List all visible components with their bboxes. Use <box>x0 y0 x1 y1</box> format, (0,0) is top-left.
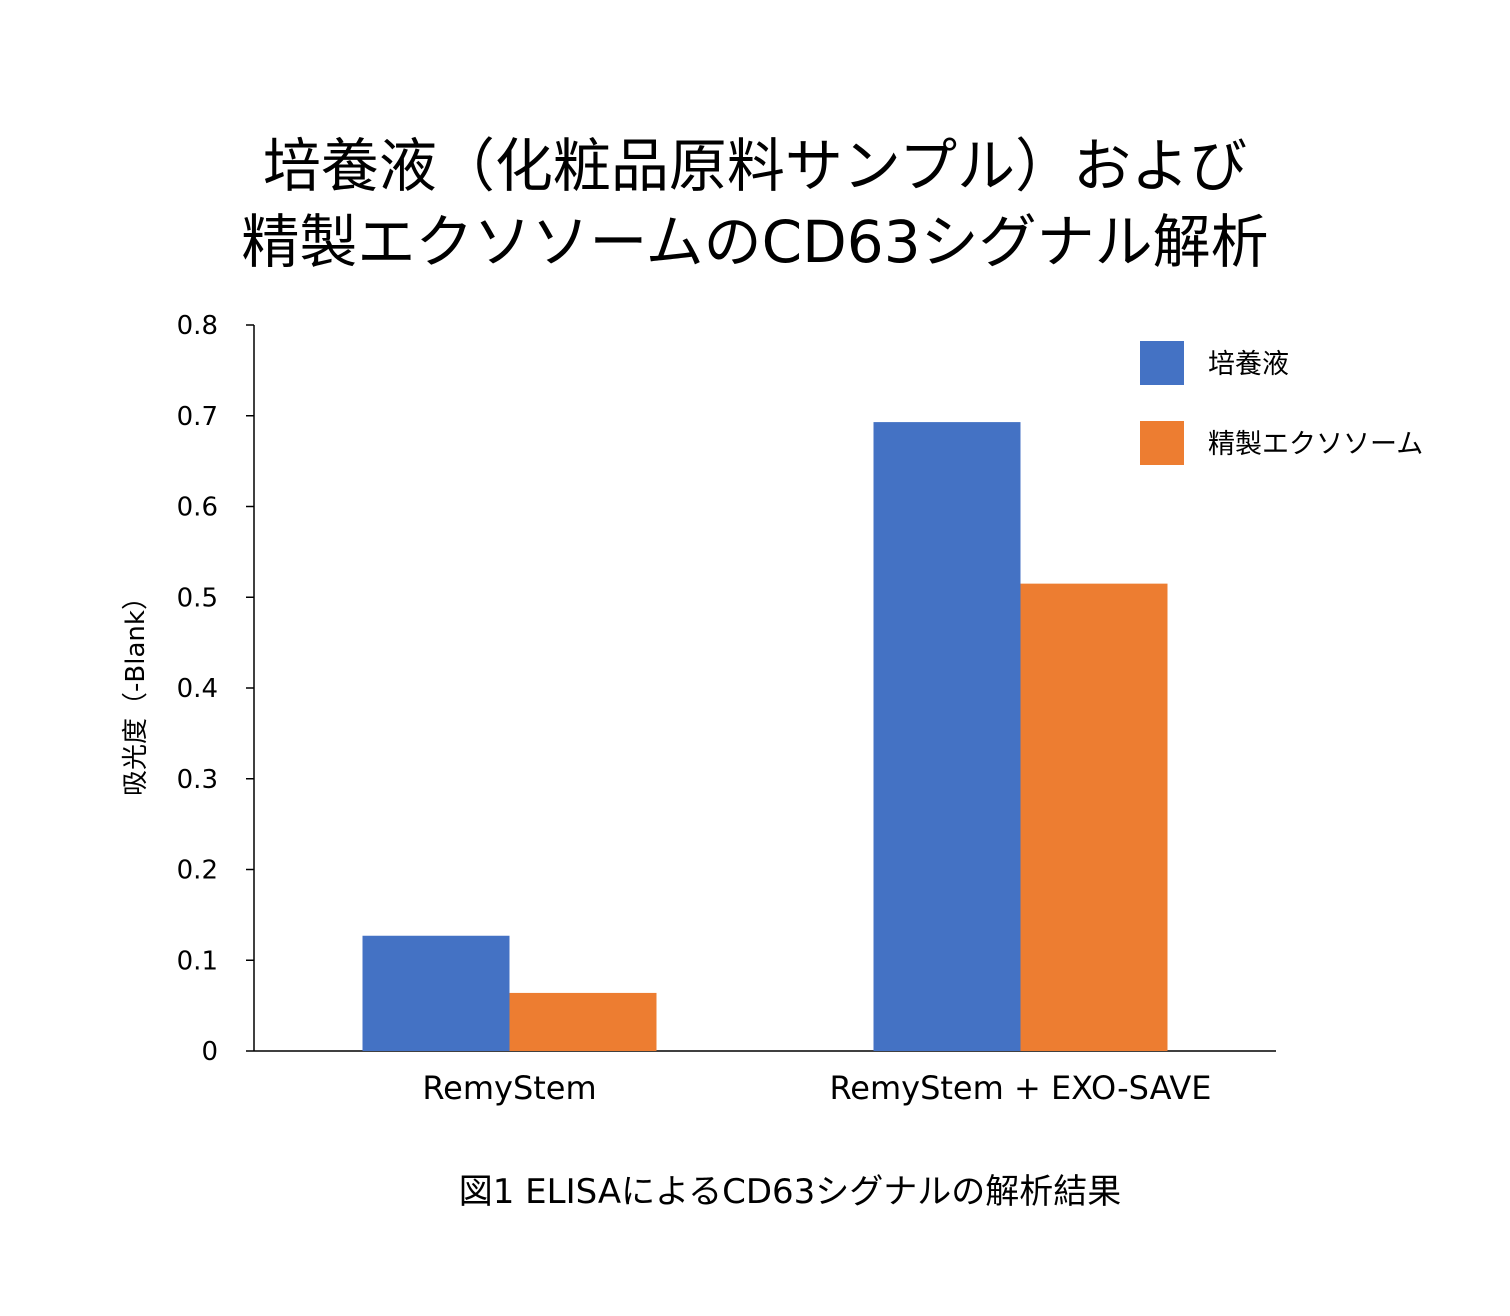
chart-title-line-2: 精製エクソソームのCD63シグナル解析 <box>241 208 1269 276</box>
chart-bars <box>362 422 1168 1051</box>
y-tick-label: 0.5 <box>177 583 218 613</box>
chart-labels: 0 0.1 0.2 0.3 0.4 0.5 0.6 0.7 0.8 吸光度（-Blank） Remy… <box>121 311 1212 1107</box>
y-tick-label: 0 <box>201 1037 218 1067</box>
y-tick-label: 0.1 <box>177 946 218 976</box>
figure-caption: 図1 ELISAによるCD63シグナルの解析結果 <box>458 1172 1122 1212</box>
y-tick-label: 0.3 <box>177 765 218 795</box>
bar-exosome-0 <box>509 992 657 1051</box>
legend-swatch <box>1140 341 1184 385</box>
legend-label: 精製エクソソーム <box>1208 429 1423 460</box>
y-tick-label: 0.4 <box>177 674 218 704</box>
x-category-label: RemyStem <box>422 1069 596 1107</box>
y-tick-label: 0.8 <box>177 311 218 341</box>
bar-culture-1 <box>873 422 1021 1051</box>
y-tick-label: 0.6 <box>177 493 218 523</box>
bar-exosome-1 <box>1020 583 1168 1051</box>
y-tick-label: 0.2 <box>177 856 218 886</box>
y-tick-label: 0.7 <box>177 402 218 432</box>
bar-culture-0 <box>362 935 510 1051</box>
x-category-label: RemyStem + EXO-SAVE <box>829 1069 1211 1107</box>
chart-title-line-1: 培養液（化粧品原料サンプル）および <box>262 132 1248 200</box>
legend-swatch <box>1140 421 1184 465</box>
legend-label: 培養液 <box>1208 349 1289 380</box>
y-axis-label: 吸光度（-Blank） <box>121 584 151 796</box>
